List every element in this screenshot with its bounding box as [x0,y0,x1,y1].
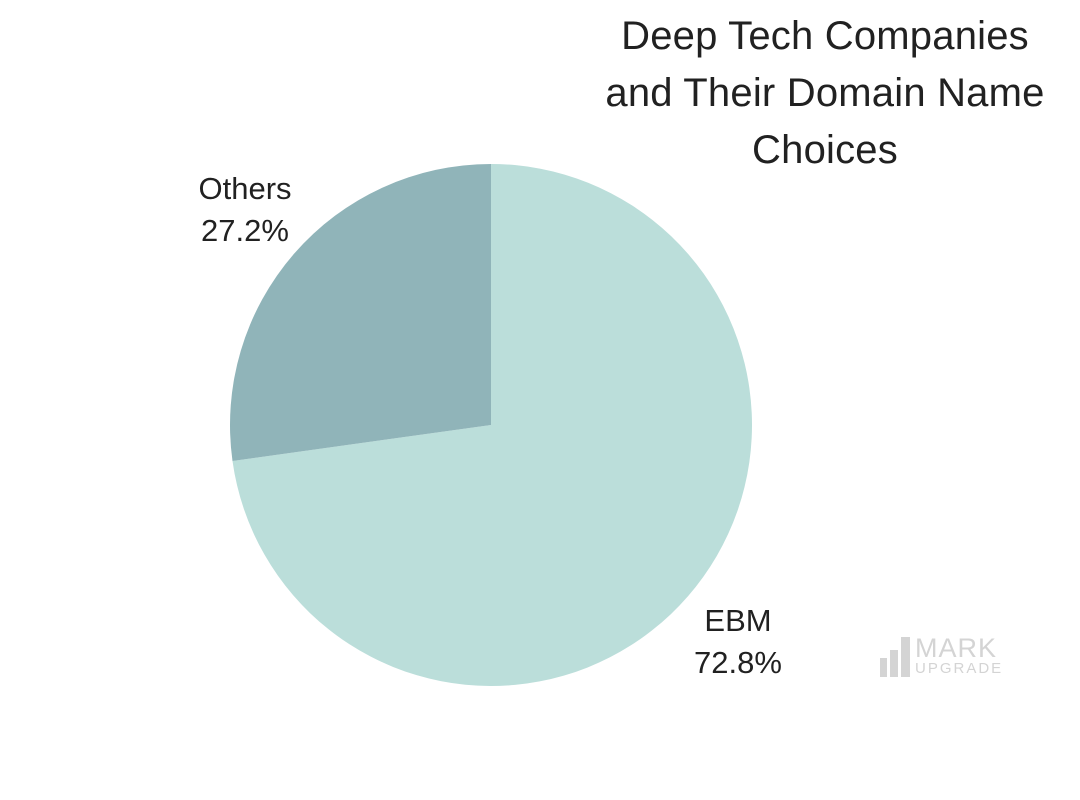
watermark-logo: MARK UPGRADE [880,633,1004,677]
chart-title-line-2: and Their Domain Name [605,71,1045,115]
slice-label-others: Others 27.2% [135,168,355,252]
slice-label-ebm-percent: 72.8% [694,645,782,680]
chart-title: Deep Tech Companies and Their Domain Nam… [575,8,1075,179]
pie-slice-others [230,164,491,461]
bar-icon-segment-large [901,637,910,677]
slice-label-others-percent: 27.2% [201,213,289,248]
bar-chart-icon [880,637,910,677]
pie-slice-ebm [232,164,753,686]
pie-chart [230,164,753,686]
chart-title-line-3: Choices [752,128,898,172]
watermark-brand-name: MARK [915,633,998,663]
watermark-brand-sub: UPGRADE [915,660,1004,677]
slice-label-ebm-name: EBM [704,603,772,638]
slice-label-others-name: Others [198,171,292,206]
slice-label-ebm: EBM 72.8% [628,600,848,684]
chart-title-line-1: Deep Tech Companies [621,14,1029,58]
watermark-brand: MARK UPGRADE [915,633,1004,677]
bar-icon-segment-small [880,658,887,677]
bar-icon-segment-medium [890,650,898,677]
